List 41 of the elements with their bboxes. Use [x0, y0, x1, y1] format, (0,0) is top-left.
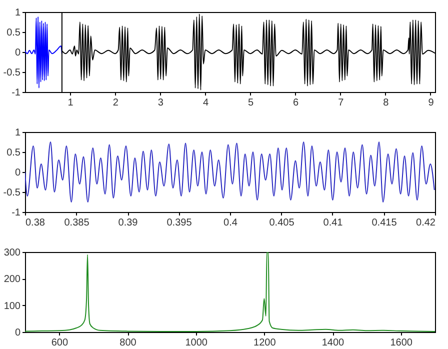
x-tick-label: 1200	[254, 338, 276, 348]
line-series	[25, 142, 435, 202]
x-tick-label: 1000	[185, 338, 208, 348]
y-tick-label: 1	[14, 128, 21, 138]
y-tick-label: 0	[14, 168, 21, 178]
y-tick-label: -0.5	[3, 68, 21, 78]
x-tick-label: 0.4	[224, 218, 238, 228]
x-tick-label: 5	[248, 98, 254, 108]
y-tick-label: 200	[4, 274, 21, 286]
line-series	[25, 252, 435, 332]
x-tick-label: 1	[68, 98, 74, 108]
x-tick-label: 9	[428, 98, 434, 108]
x-tick-label: 800	[120, 338, 137, 348]
y-tick-label: 0.5	[6, 148, 21, 158]
x-tick-label: 0.385	[64, 218, 90, 228]
x-tick-label: 6	[293, 98, 300, 108]
x-tick-label: 600	[51, 338, 68, 348]
y-tick-label: 100	[4, 300, 21, 312]
x-tick-label: 0.41	[323, 218, 344, 228]
x-tick-label: 0.395	[166, 218, 192, 228]
x-tick-label: 7	[338, 98, 344, 108]
x-tick-label: 2	[112, 98, 119, 108]
y-tick-label: 0	[14, 328, 21, 338]
y-tick-label: -1	[12, 88, 21, 98]
x-tick-label: 3	[158, 98, 164, 108]
y-tick-label: -0.5	[3, 188, 21, 198]
y-tick-label: 1	[14, 8, 21, 18]
x-tick-label: 0.39	[118, 218, 138, 228]
x-tick-label: 1400	[322, 338, 345, 348]
x-tick-label: 0.38	[26, 218, 46, 228]
x-tick-label: 8	[383, 98, 390, 108]
y-tick-label: 300	[4, 248, 21, 258]
y-tick-label: -1	[12, 208, 21, 218]
y-tick-label: 0.5	[6, 28, 21, 38]
x-tick-label: 1600	[390, 338, 413, 348]
x-tick-label: 4	[202, 98, 209, 108]
y-tick-label: 0	[14, 48, 21, 58]
x-tick-label: 0.42	[416, 218, 436, 228]
line-series	[25, 16, 62, 88]
x-tick-label: 0.415	[372, 218, 398, 228]
x-tick-label: 0.405	[269, 218, 295, 228]
